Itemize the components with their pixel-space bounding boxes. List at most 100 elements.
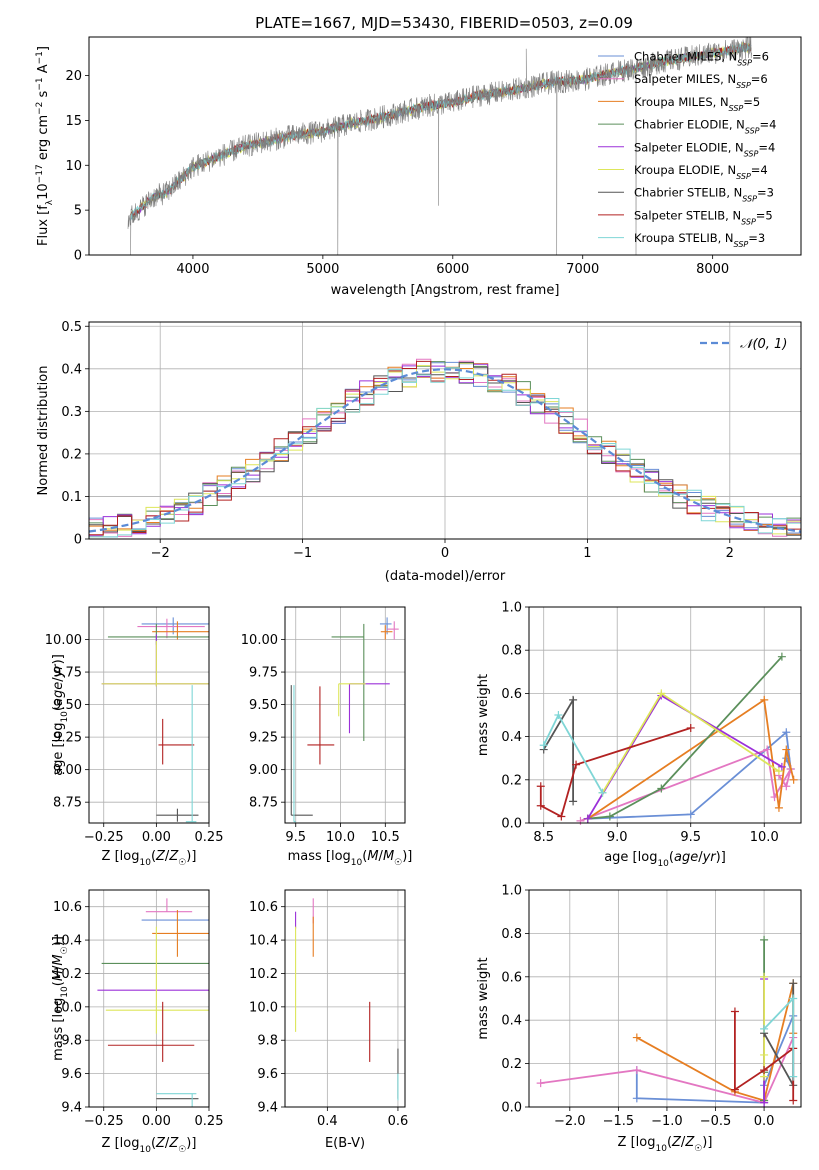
y-tick-label: 9.6 [61, 1067, 82, 1082]
y-tick-label: 9.25 [53, 731, 82, 746]
panel-mass_vs_EBV: 0.4 0.6 9.4 9.6 9.8 10.0 10.2 10.4 10.6 E(B-V) [249, 889, 409, 1151]
x-axis-label: (data-model)/error [385, 569, 506, 584]
legend-label-8: Kroupa STELIB, NSSP=3 [634, 231, 765, 249]
x-tick-label: 10.0 [326, 830, 355, 845]
x-tick-label: −1 [293, 546, 312, 561]
y-axis-label: mass weight [476, 957, 491, 1039]
errorbar-4 [348, 683, 390, 734]
y-tick-label: 9.25 [249, 731, 278, 746]
legend-label-0: Chabrier MILES, NSSP=6 [634, 50, 769, 68]
errorbar-5 [105, 926, 209, 1034]
panel-age_vs_Z: −0.25 0.00 0.25 8.75 9.00 9.25 9.50 9.75 10.00 Z … [45, 606, 224, 868]
weight-line-8 [763, 996, 795, 1077]
weight-marker [760, 972, 769, 981]
legend-label-2: Kroupa MILES, NSSP=5 [634, 95, 760, 113]
weight-marker [730, 1007, 739, 1016]
y-tick-label: 0.8 [501, 927, 522, 942]
panel-weight_vs_Z: −2.0 −1.5 −1.0 −0.5 0.0 0.0 0.2 0.4 0.6 0.8 1.0 Z [… [476, 884, 802, 1154]
legend-label-4: Salpeter ELODIE, NSSP=4 [634, 140, 775, 158]
y-tick-label: 9.50 [249, 698, 278, 713]
y-tick-label: 0 [74, 533, 82, 548]
x-tick-label: 0 [441, 546, 449, 561]
y-tick-label: 0.3 [61, 405, 82, 420]
panel-weight_vs_age: 8.5 9.0 9.5 10.0 0.0 0.2 0.4 0.6 0.8 1.0 age [log1… [476, 601, 802, 869]
panel-residuals: −2 −1 0 1 2 0 0.1 0.2 0.3 0.4 0.5 𝒩(0, 1) (data-mode… [36, 320, 802, 584]
weight-marker [605, 812, 614, 821]
y-tick-label: 9.50 [53, 698, 82, 713]
errorbar-5 [338, 683, 366, 717]
x-tick-label: 0.25 [195, 830, 224, 845]
y-tick-label: 9.8 [61, 1034, 82, 1049]
y-tick-label: 9.4 [61, 1101, 82, 1116]
weight-marker [789, 1096, 798, 1105]
weight-line-1 [580, 748, 792, 822]
x-tick-label: 9.5 [680, 830, 701, 845]
y-tick-label: 0.1 [61, 490, 82, 505]
data-curve [127, 37, 752, 255]
weight-marker [760, 1098, 769, 1107]
weight-marker [554, 711, 563, 719]
errorbar-2 [152, 910, 209, 957]
legend: Chabrier MILES, NSSP=6 Salpeter MILES, NS… [598, 50, 776, 249]
y-tick-label: 10.4 [249, 934, 278, 949]
x-axis-label: Z [log10(Z/Z☉)] [102, 849, 197, 868]
x-tick-label: 0.25 [195, 1114, 224, 1129]
panel-mass_vs_Z: −0.25 0.00 0.25 9.4 9.6 9.8 10.0 10.2 10.4 10.6 Z … [51, 889, 224, 1155]
weight-marker [763, 745, 772, 754]
x-tick-label: −1.0 [651, 1114, 683, 1129]
axes-frame [88, 606, 210, 824]
x-tick-label: 8000 [696, 262, 729, 277]
weight-marker [760, 1050, 769, 1059]
y-tick-label: 15 [65, 114, 82, 129]
weight-marker [686, 810, 695, 819]
x-tick-label: 9.5 [285, 830, 306, 845]
weight-marker [730, 1085, 739, 1094]
x-tick-label: 9.0 [607, 830, 628, 845]
y-tick-label: 9.6 [257, 1067, 278, 1082]
x-tick-label: 8.5 [533, 830, 554, 845]
y-tick-label: 0.6 [501, 970, 522, 985]
y-tick-label: 10.2 [53, 967, 82, 982]
weight-line-3 [587, 656, 783, 820]
weight-marker [632, 1033, 641, 1042]
errorbar-1 [137, 618, 205, 639]
errorbar-8 [185, 685, 197, 823]
x-tick-label: 0.6 [388, 1114, 409, 1129]
x-tick-label: −0.25 [84, 830, 124, 845]
weight-marker [760, 695, 769, 704]
weight-marker [536, 1079, 545, 1088]
x-tick-label: −2 [151, 546, 170, 561]
weight-marker [782, 728, 791, 737]
legend-label-3: Chabrier ELODIE, NSSP=4 [634, 118, 776, 136]
x-axis-label: Z [log10(Z/Z☉)] [618, 1135, 713, 1154]
y-tick-label: 10.6 [249, 900, 278, 915]
y-tick-label: 9.75 [249, 666, 278, 681]
x-axis-label: wavelength [Angstrom, rest frame] [331, 283, 560, 298]
weight-marker [789, 1072, 798, 1081]
errorbar-4 [101, 634, 209, 687]
y-tick-label: 0.4 [501, 1014, 522, 1029]
weight-marker [686, 723, 695, 732]
weight-marker [576, 816, 585, 825]
y-tick-label: 9.75 [53, 666, 82, 681]
y-tick-label: 9.00 [53, 763, 82, 778]
figure-title: PLATE=1667, MJD=53430, FIBERID=0503, z=0… [255, 14, 633, 32]
y-tick-label: 0.4 [501, 730, 522, 745]
weight-marker [539, 741, 548, 750]
weight-marker [760, 935, 769, 944]
x-tick-label: −0.25 [84, 1114, 124, 1129]
axes-frame [284, 606, 406, 824]
y-tick-label: 0.2 [61, 447, 82, 462]
weight-marker [572, 760, 581, 769]
x-tick-label: 10.0 [750, 830, 779, 845]
weight-marker [583, 814, 592, 823]
legend-label-6: Chabrier STELIB, NSSP=3 [634, 186, 774, 204]
y-tick-label: 0.2 [501, 773, 522, 788]
x-axis-label: age [log10(age/yr)] [604, 850, 726, 869]
legend-label-7: Salpeter STELIB, NSSP=5 [634, 208, 773, 226]
y-tick-label: 0.4 [61, 362, 82, 377]
y-tick-label: 10.0 [249, 1000, 278, 1015]
axes-frame [528, 606, 802, 824]
weight-marker [777, 652, 786, 661]
